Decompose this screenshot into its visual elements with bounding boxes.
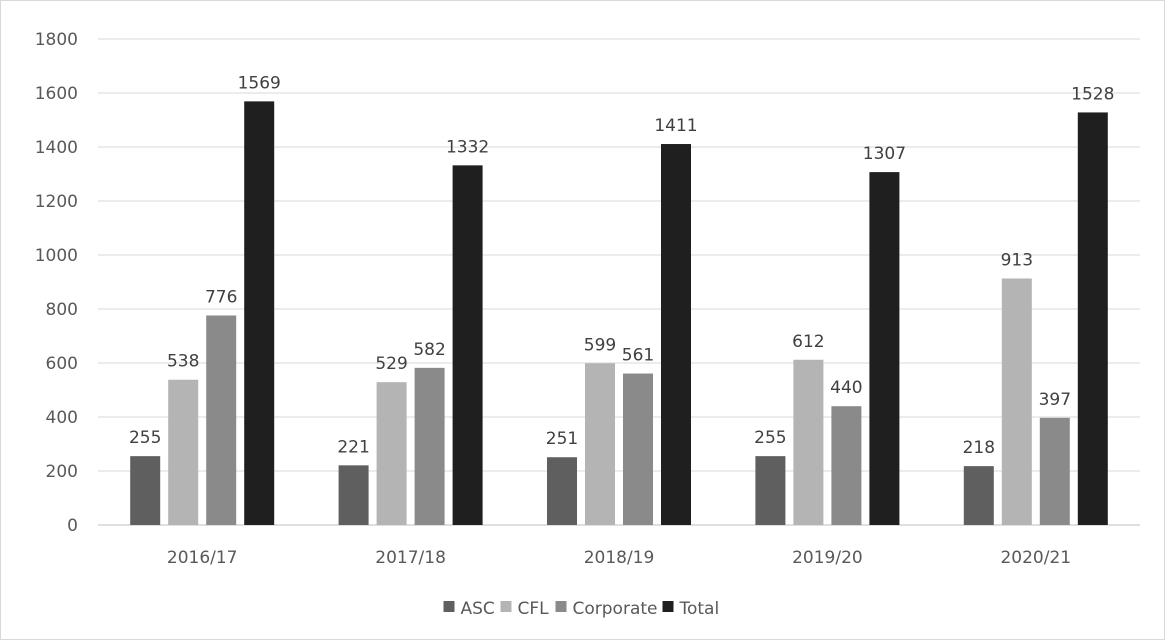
y-tick-label: 200 (46, 462, 78, 482)
data-label: 440 (830, 378, 862, 398)
data-label: 1332 (446, 137, 489, 157)
data-label: 582 (413, 340, 445, 360)
data-label: 221 (337, 437, 369, 457)
y-tick-label: 0 (67, 516, 78, 536)
legend-swatch-cfl (500, 601, 512, 612)
bar-asc-2 (547, 457, 577, 525)
data-labels: 255 538 776 1569 221 529 582 1332 251 599 561 1411 2… (129, 73, 1114, 458)
x-tick-label: 2020/21 (1000, 548, 1071, 568)
y-tick-label: 800 (46, 300, 78, 320)
y-tick-label: 1400 (35, 138, 78, 158)
legend-swatch-asc (443, 601, 455, 612)
y-tick-label: 1000 (35, 246, 78, 266)
data-label: 612 (792, 332, 824, 352)
bars (130, 101, 1108, 526)
data-label: 255 (754, 428, 786, 448)
data-label: 599 (584, 335, 616, 355)
y-axis: 0 200 400 600 800 1000 1200 1400 1600 1800 (35, 30, 78, 536)
bar-total-2 (661, 144, 691, 525)
bar-total-4 (1077, 112, 1108, 525)
legend-swatch-total (662, 601, 674, 612)
legend-label-cfl: CFL (518, 599, 550, 619)
x-tick-label: 2018/19 (584, 548, 655, 568)
legend-label-total: Total (679, 599, 720, 619)
y-tick-label: 1200 (35, 192, 78, 212)
bar-cfl-1 (376, 382, 407, 525)
bar-corporate-3 (831, 406, 862, 525)
bar-total-0 (244, 101, 275, 526)
data-label: 397 (1039, 390, 1071, 410)
bar-cfl-3 (793, 359, 824, 525)
bar-corporate-2 (623, 373, 653, 525)
bar-asc-1 (338, 465, 369, 525)
y-tick-label: 1600 (35, 84, 78, 104)
legend: ASC CFL Corporate Total (443, 599, 720, 619)
bar-total-1 (452, 165, 483, 526)
bar-corporate-0 (206, 315, 237, 525)
x-axis: 2016/17 2017/18 2018/19 2019/20 2020/21 (167, 548, 1071, 568)
data-label: 561 (622, 346, 654, 366)
bar-cfl-2 (585, 363, 615, 525)
data-label: 218 (963, 438, 995, 458)
data-label: 913 (1001, 250, 1033, 270)
legend-label-corporate: Corporate (573, 599, 658, 619)
legend-label-asc: ASC (461, 599, 495, 619)
x-tick-label: 2019/20 (792, 548, 863, 568)
bar-corporate-1 (414, 367, 445, 525)
bar-asc-4 (963, 466, 994, 525)
data-label: 776 (205, 287, 237, 307)
x-tick-label: 2017/18 (375, 548, 446, 568)
bar-asc-0 (130, 456, 161, 525)
legend-swatch-corporate (555, 601, 567, 612)
y-tick-label: 600 (46, 354, 78, 374)
x-tick-label: 2016/17 (167, 548, 238, 568)
data-label: 1411 (654, 116, 697, 136)
data-label: 1528 (1071, 84, 1114, 104)
data-label: 529 (375, 354, 407, 374)
y-tick-label: 1800 (35, 30, 78, 50)
y-tick-label: 400 (46, 408, 78, 428)
bar-corporate-4 (1039, 417, 1070, 525)
bar-asc-3 (755, 456, 786, 525)
data-label: 255 (129, 428, 161, 448)
data-label: 538 (167, 352, 199, 372)
data-label: 1569 (238, 73, 281, 93)
bar-cfl-4 (1001, 278, 1032, 525)
data-label: 1307 (863, 144, 906, 164)
bar-cfl-0 (168, 379, 199, 525)
data-label: 251 (546, 429, 578, 449)
bar-total-3 (869, 172, 900, 526)
